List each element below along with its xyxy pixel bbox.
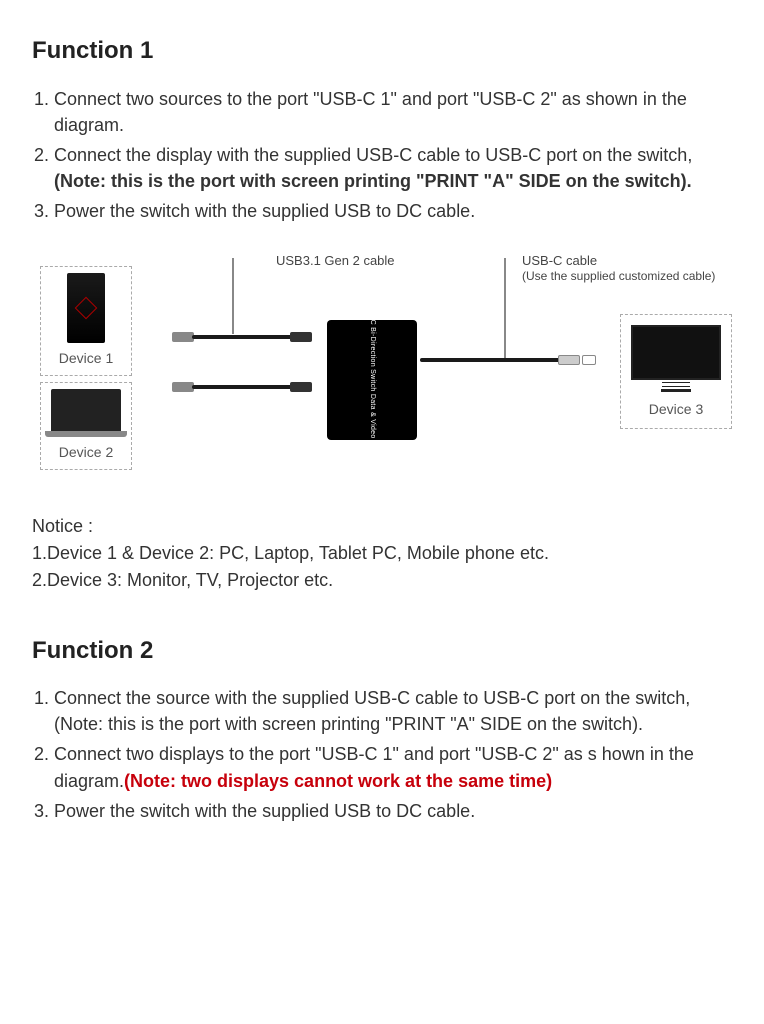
device3-label: Device 3 [627, 400, 725, 420]
notice-line2: 2.Device 3: Monitor, TV, Projector etc. [32, 568, 732, 593]
function1-title: Function 1 [32, 34, 732, 68]
function1-steps: Connect two sources to the port "USB-C 1… [32, 86, 732, 224]
f1-step-2-bold: (Note: this is the port with screen prin… [54, 171, 692, 191]
cable-line [192, 385, 292, 389]
f2-step-2-red: (Note: two displays cannot work at the s… [124, 771, 552, 791]
f1-step-3: Power the switch with the supplied USB t… [54, 198, 732, 224]
switch-device: USB-C Bi-Direction Switch Data & Video &… [327, 320, 417, 440]
cable-left-label: USB3.1 Gen 2 cable [276, 252, 395, 270]
pc-tower-icon [67, 273, 105, 343]
notice-block: Notice : 1.Device 1 & Device 2: PC, Lapt… [32, 514, 732, 594]
device2-label: Device 2 [47, 443, 125, 463]
cable-line [420, 358, 560, 362]
connection-diagram: USB3.1 Gen 2 cable USB-C cable (Use the … [32, 254, 732, 494]
f1-step-2: Connect the display with the supplied US… [54, 142, 732, 194]
f2-step-2: Connect two displays to the port "USB-C … [54, 741, 732, 793]
f1-step-1-text: Connect two sources to the port "USB-C 1… [54, 89, 687, 135]
device2-box: Device 2 [40, 382, 132, 470]
f1-step-1: Connect two sources to the port "USB-C 1… [54, 86, 732, 138]
f2-step-3: Power the switch with the supplied USB t… [54, 798, 732, 824]
f1-step-2-text: Connect the display with the supplied US… [54, 145, 692, 165]
notice-title: Notice : [32, 514, 732, 539]
laptop-icon [51, 389, 121, 431]
cable-line [192, 335, 292, 339]
plug-icon [290, 382, 312, 392]
cable-right-sub: (Use the supplied customized cable) [522, 268, 715, 285]
function2-title: Function 2 [32, 634, 732, 668]
plug-icon [582, 355, 596, 365]
device3-box: Device 3 [620, 314, 732, 429]
plug-icon [172, 332, 194, 342]
monitor-icon [631, 325, 721, 380]
plug-icon [558, 355, 580, 365]
f2-step-1: Connect the source with the supplied USB… [54, 685, 732, 737]
f1-step-3-text: Power the switch with the supplied USB t… [54, 201, 475, 221]
plug-icon [172, 382, 194, 392]
plug-icon [290, 332, 312, 342]
device1-label: Device 1 [47, 349, 125, 369]
switch-label-text: USB-C Bi-Direction Switch Data & Video &… [367, 302, 377, 459]
f2-step-1-text: Connect the source with the supplied USB… [54, 688, 690, 734]
function2-steps: Connect the source with the supplied USB… [32, 685, 732, 823]
notice-line1: 1.Device 1 & Device 2: PC, Laptop, Table… [32, 541, 732, 566]
f2-step-3-text: Power the switch with the supplied USB t… [54, 801, 475, 821]
device1-box: Device 1 [40, 266, 132, 376]
